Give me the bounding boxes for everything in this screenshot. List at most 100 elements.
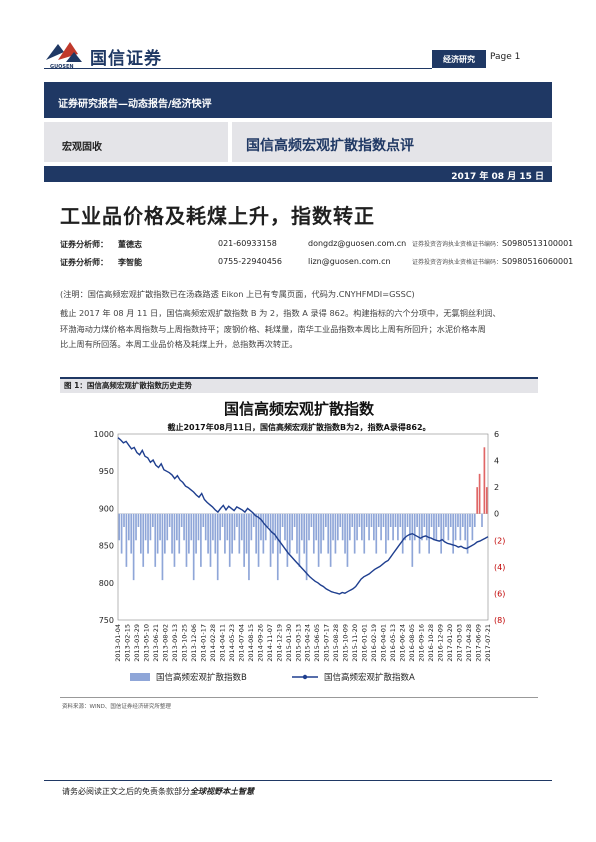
bar xyxy=(373,513,375,541)
bar xyxy=(238,513,241,554)
x-tick-label: 2016-12-09 xyxy=(437,624,445,662)
bar xyxy=(478,473,481,514)
bar xyxy=(144,513,147,541)
right-tick-label: 2 xyxy=(494,483,499,492)
x-tick-label: 2016-04-01 xyxy=(380,624,388,662)
analyst-row: 证券分析师： 董德志 021-60933158 dongdz@guosen.co… xyxy=(60,239,573,250)
bar xyxy=(298,513,301,567)
analyst-cert-label: 证券投资咨询执业资格证书编码： xyxy=(412,241,503,248)
bar xyxy=(274,513,277,541)
analyst-phone: 021-60933158 xyxy=(218,239,277,248)
analyst-role: 证券分析师： xyxy=(60,240,108,249)
bar xyxy=(344,513,346,554)
bar xyxy=(269,513,272,567)
disclaimer[interactable]: 请务必阅读正文之后的免责条款部分全球视野本土智慧 xyxy=(62,786,254,797)
bar xyxy=(382,513,385,527)
bar xyxy=(156,513,159,554)
report-date: 2017 年 08 月 15 日 xyxy=(451,172,544,182)
bar xyxy=(164,513,166,554)
analyst-cert-label: 证券投资咨询执业资格证书编码： xyxy=(412,259,503,266)
x-tick-label: 2014-04-11 xyxy=(218,624,226,662)
bar xyxy=(303,513,306,554)
x-tick-label: 2017-04-28 xyxy=(465,624,473,662)
bar xyxy=(284,513,286,541)
index-a-line xyxy=(117,437,489,595)
bar xyxy=(195,513,197,554)
analyst-email[interactable]: lizn@guosen.com.cn xyxy=(308,257,391,266)
bar xyxy=(447,513,450,541)
x-tick-label: 2016-02-19 xyxy=(370,624,378,662)
bar xyxy=(276,513,279,581)
figure-source: 资料来源：WIND、国信证券经济研究所整理 xyxy=(62,704,171,710)
x-tick-label: 2015-08-28 xyxy=(332,624,340,662)
x-tick-label: 2015-07-17 xyxy=(323,624,331,662)
x-tick-label: 2017-06-09 xyxy=(475,624,483,662)
bar xyxy=(404,513,406,541)
left-tick-label: 800 xyxy=(99,579,114,588)
bar xyxy=(368,513,370,541)
x-tick-label: 2013-02-15 xyxy=(123,624,131,662)
figure-caption-bar xyxy=(60,377,538,393)
bar xyxy=(435,513,438,541)
headline: 工业品价格及耗煤上升，指数转正 xyxy=(60,204,375,228)
bar xyxy=(473,513,476,527)
bar xyxy=(202,513,205,527)
bar xyxy=(300,513,303,541)
bar xyxy=(139,513,142,554)
bar xyxy=(312,513,315,554)
bar xyxy=(449,513,452,527)
analyst-email[interactable]: dongdz@guosen.com.cn xyxy=(308,239,407,248)
bar xyxy=(332,513,334,541)
x-tick-label: 2017-07-21 xyxy=(484,624,492,662)
bar xyxy=(454,513,457,541)
bar xyxy=(190,513,193,541)
x-tick-label: 2015-11-20 xyxy=(351,624,359,662)
bar xyxy=(127,513,130,541)
bar xyxy=(317,513,320,567)
bar xyxy=(392,513,394,541)
bar xyxy=(437,513,440,527)
bar xyxy=(221,513,224,527)
x-tick-label: 2013-08-02 xyxy=(161,624,169,662)
right-tick-label: (6) xyxy=(494,589,505,598)
x-tick-label: 2013-10-25 xyxy=(180,624,188,662)
bar xyxy=(356,513,358,541)
bar xyxy=(361,513,363,541)
date-band xyxy=(44,166,552,182)
x-tick-label: 2013-01-04 xyxy=(114,624,122,662)
x-tick-label: 2013-06-21 xyxy=(152,624,160,662)
x-tick-label: 2013-05-10 xyxy=(142,624,150,662)
x-tick-label: 2014-01-17 xyxy=(199,624,207,662)
bar xyxy=(137,513,140,527)
section-badge: 经济研究 xyxy=(432,50,486,68)
chart-axes: 1000 950 900 850 800 750 6 4 2 0 (2) (4) (6) (8) 2013-… xyxy=(94,430,506,662)
legend-swatch-b xyxy=(130,673,150,681)
bar xyxy=(418,513,421,554)
analyst-name: 李智能 xyxy=(118,258,142,267)
bar xyxy=(353,513,356,554)
left-tick-label: 1000 xyxy=(94,430,114,439)
chart-legend: 国信高频宏观扩散指数B 国信高频宏观扩散指数A xyxy=(130,672,415,683)
bar xyxy=(224,513,226,554)
bar xyxy=(250,513,253,541)
category-box xyxy=(44,122,228,162)
figure-caption: 图 1：国信高频宏观扩散指数历史走势 xyxy=(64,381,192,390)
bar xyxy=(409,513,411,541)
bar xyxy=(481,513,483,527)
left-tick-label: 900 xyxy=(99,504,114,513)
bar xyxy=(315,513,318,541)
bar xyxy=(322,513,325,541)
right-tick-label: (2) xyxy=(494,536,505,545)
bar xyxy=(207,513,209,554)
left-tick-label: 850 xyxy=(99,542,114,551)
bar xyxy=(264,513,267,541)
legend-label-b: 国信高频宏观扩散指数B xyxy=(156,672,247,683)
slogan: 全球视野本土智慧 xyxy=(190,787,254,796)
bar xyxy=(288,513,291,554)
bar xyxy=(151,513,154,527)
plot-frame xyxy=(117,433,489,621)
bar xyxy=(442,513,445,541)
bar xyxy=(226,513,229,541)
bar xyxy=(464,513,467,541)
bar xyxy=(421,513,423,541)
